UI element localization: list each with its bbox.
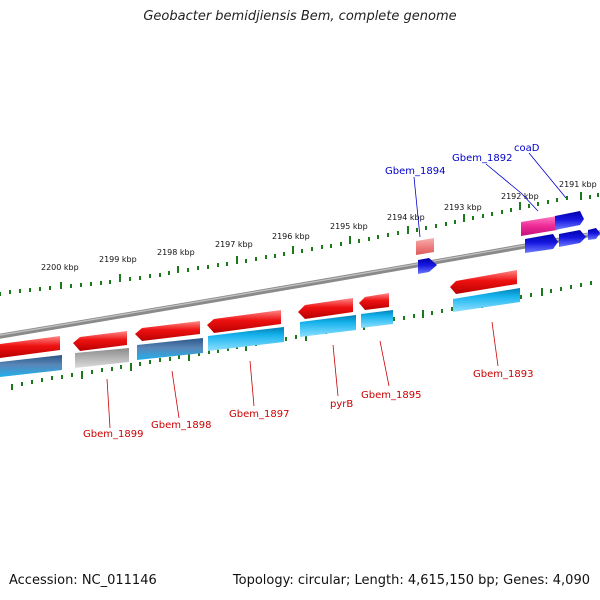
leader-gbem-1892b	[520, 192, 539, 212]
scale-label-2192: 2192 kbp	[501, 192, 539, 201]
gene-arrow-blue-edge[interactable]	[588, 228, 600, 240]
scale-label-2200: 2200 kbp	[41, 263, 79, 272]
scale-label-2194: 2194 kbp	[387, 213, 425, 222]
gene-arrow-gbem-1899[interactable]	[73, 331, 127, 351]
scale-labels: 2200 kbp 2199 kbp 2198 kbp 2197 kbp 2196…	[41, 180, 597, 272]
gene-arrow-gbem-1895[interactable]	[359, 293, 389, 310]
gene-labels: Gbem_1894 Gbem_1892 coaD Gbem_1899 Gbem_…	[83, 143, 540, 440]
cds-bar-edge[interactable]	[0, 355, 62, 377]
label-gbem-1898[interactable]: Gbem_1898	[151, 420, 211, 431]
cds-bar-gbem-1897[interactable]	[208, 327, 284, 351]
label-gbem-1892[interactable]: Gbem_1892	[452, 153, 512, 164]
scale-label-2193: 2193 kbp	[444, 203, 482, 212]
label-gbem-1894[interactable]: Gbem_1894	[385, 166, 445, 177]
cds-bar-gbem-1899[interactable]	[75, 348, 129, 368]
label-gbem-1893[interactable]: Gbem_1893	[473, 369, 533, 380]
gene-arrow-light-red[interactable]	[416, 238, 434, 255]
leader-gbem-1894	[413, 176, 421, 238]
outer-scale-ring	[0, 192, 599, 296]
label-gbem-1899[interactable]: Gbem_1899	[83, 429, 143, 440]
accession-text: Accession: NC_011146	[9, 573, 157, 588]
scale-label-2191: 2191 kbp	[559, 180, 597, 189]
gene-arrow-gbem-1893[interactable]	[450, 270, 517, 294]
leader-gbem-1897	[249, 360, 255, 407]
genome-backbone-highlight	[0, 231, 600, 336]
cds-bar-gbem-1898[interactable]	[137, 338, 203, 360]
label-coad[interactable]: coaD	[514, 143, 540, 154]
leader-coad	[528, 152, 567, 199]
gene-arrow-pyrb[interactable]	[298, 298, 353, 319]
inner-red-features	[0, 270, 517, 358]
outer-features	[416, 211, 600, 274]
topology-text: Topology: circular; Length: 4,615,150 bp…	[232, 573, 590, 588]
inner-cds-features	[0, 288, 520, 377]
gene-arrow-coad[interactable]	[559, 230, 586, 247]
leader-pyrb	[332, 344, 339, 397]
gene-arrow-gbem-1894[interactable]	[418, 258, 437, 274]
scale-label-2197: 2197 kbp	[215, 240, 253, 249]
leader-gbem-1893	[491, 321, 499, 367]
gene-arrow-gbem-1898[interactable]	[135, 321, 200, 341]
scale-label-2196: 2196 kbp	[272, 232, 310, 241]
gene-arrow-blue-lower[interactable]	[525, 234, 558, 253]
leader-gbem-1895	[379, 340, 390, 387]
gene-arrow-gbem-1897[interactable]	[207, 310, 281, 333]
cds-bar-gbem-1895[interactable]	[361, 310, 393, 328]
map-title: Geobacter bemidjiensis Bem, complete gen…	[143, 9, 457, 24]
leader-gbem-1892	[485, 163, 522, 194]
scale-label-2199: 2199 kbp	[99, 255, 137, 264]
gene-arrow-pink[interactable]	[521, 216, 557, 236]
leader-lines	[106, 152, 567, 429]
label-pyrb[interactable]: pyrB	[330, 399, 353, 410]
gene-arrow-gbem-1892[interactable]	[555, 211, 584, 230]
scale-label-2195: 2195 kbp	[330, 222, 368, 231]
leader-gbem-1899	[106, 378, 111, 429]
leader-gbem-1898	[171, 370, 180, 419]
gene-arrow-red-edge[interactable]	[0, 336, 60, 358]
scale-label-2198: 2198 kbp	[157, 248, 195, 257]
cds-bar-pyrb[interactable]	[300, 315, 356, 337]
genome-backbone	[0, 230, 600, 339]
label-gbem-1897[interactable]: Gbem_1897	[229, 409, 289, 420]
cds-bar-gbem-1893[interactable]	[453, 288, 520, 312]
label-gbem-1895[interactable]: Gbem_1895	[361, 390, 421, 401]
